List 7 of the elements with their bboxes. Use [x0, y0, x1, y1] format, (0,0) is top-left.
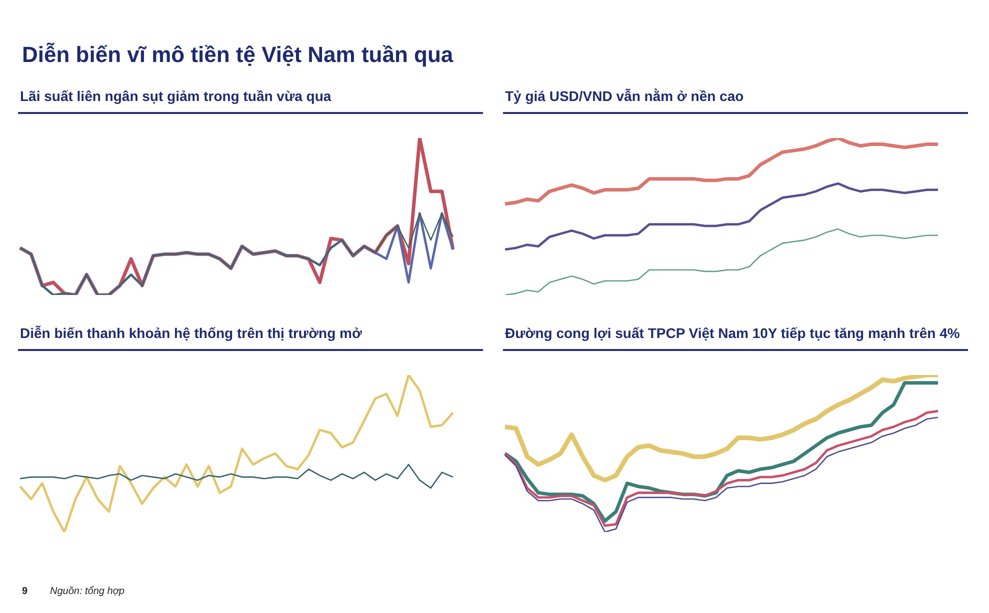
text: Nguồn: tổng hợp	[50, 586, 124, 597]
chart-subtitle: Lãi suất liên ngân sụt giảm trong tuần vừa qua	[20, 88, 332, 104]
text: 9	[22, 586, 28, 597]
chart-title: Tỷ giá USD/VND vẫn nằm ở nền cao	[505, 88, 744, 104]
chart-title: Diễn biến thanh khoản hệ thống trên thị trường mở	[20, 325, 362, 341]
chart-title: Đường cong lợi suất TPCP Việt Nam 10Y tiếp tục tăng mạnh trên 4%	[505, 325, 960, 341]
chart-title: Diễn biến vĩ mô tiền tệ Việt Nam tuần qua	[22, 42, 454, 68]
